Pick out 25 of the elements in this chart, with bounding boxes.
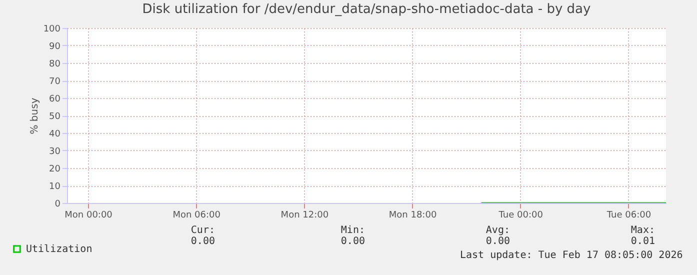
text: Cur: 0.00 — [190, 225, 215, 247]
text: Last update: Tue Feb 17 08:05:00 2026 — [460, 250, 683, 261]
y-tick-label: 30 — [49, 147, 61, 157]
y-tick-label: 10 — [49, 182, 61, 192]
y-tick-label: 100 — [43, 24, 61, 34]
y-tick-label: 80 — [49, 60, 61, 70]
text: Min: 0.00 — [340, 225, 365, 247]
y-tick-label: 40 — [49, 130, 61, 140]
text: Avg: 0.00 — [484, 225, 510, 247]
y-axis-title: % busy — [29, 98, 40, 134]
y-tick-label: 0 — [54, 200, 61, 210]
y-tick-label: 20 — [49, 164, 61, 174]
chart-title: Disk utilization for /dev/endur_data/snap-sho-metiadoc-data - by day — [142, 2, 592, 17]
x-tick-label: Mon 18:00 — [388, 210, 437, 220]
x-tick-label: Mon 00:00 — [64, 210, 113, 220]
y-tick-label: 70 — [49, 77, 61, 87]
y-tick-label: 60 — [49, 94, 61, 104]
x-tick-label: Mon 12:00 — [280, 210, 329, 220]
y-tick-label: 90 — [49, 42, 61, 52]
legend-label: Utilization — [26, 244, 92, 255]
x-tick-label: Tue 06:00 — [606, 210, 652, 220]
x-tick-label: Tue 00:00 — [498, 210, 544, 220]
x-tick-label: Mon 06:00 — [172, 210, 221, 220]
text: Max: 0.01 — [630, 225, 655, 247]
y-tick-label: 50 — [49, 112, 61, 122]
